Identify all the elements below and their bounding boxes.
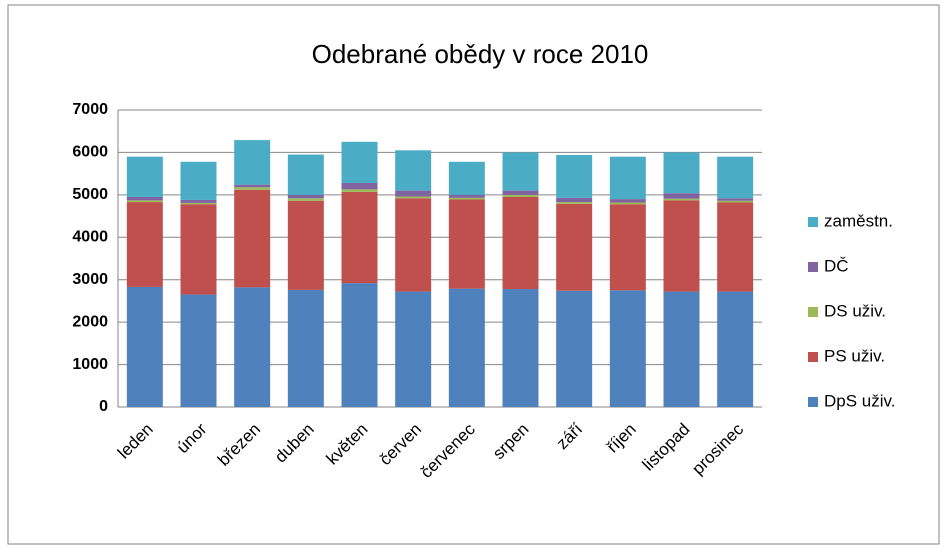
- legend-label: DpS uživ.: [824, 391, 896, 410]
- bar-segment: [663, 152, 700, 194]
- bar-segment: [502, 190, 539, 195]
- bar-segment: [663, 200, 700, 292]
- bar-segment: [556, 202, 593, 204]
- bar-segment: [180, 202, 217, 205]
- y-tick-label: 5000: [72, 186, 108, 203]
- bar-segment: [287, 194, 324, 199]
- bar-segment: [609, 202, 646, 205]
- bar-segment: [234, 187, 271, 190]
- legend-swatch: [808, 352, 818, 362]
- bar-segment: [234, 287, 271, 407]
- bar-segment: [126, 196, 163, 201]
- bar-segment: [556, 154, 593, 198]
- y-tick-label: 1000: [72, 356, 108, 373]
- bar-segment: [502, 196, 539, 290]
- bar-segment: [717, 156, 754, 199]
- y-tick-label: 7000: [72, 101, 108, 118]
- bar-segment: [126, 286, 163, 407]
- bar-segment: [180, 294, 217, 407]
- bar-segment: [126, 200, 163, 203]
- bar-segment: [448, 161, 485, 195]
- bar-segment: [287, 289, 324, 407]
- y-tick-label: 4000: [72, 229, 108, 246]
- bar-segment: [502, 194, 539, 197]
- bar-segment: [717, 200, 754, 203]
- bar-segment: [717, 291, 754, 407]
- bar-segment: [395, 196, 432, 199]
- bar-segment: [448, 197, 485, 200]
- legend-label: PS uživ.: [824, 346, 885, 365]
- legend-label: DS uživ.: [824, 301, 886, 320]
- y-tick-label: 0: [99, 398, 108, 415]
- bar-segment: [234, 140, 271, 185]
- bar-segment: [395, 150, 432, 191]
- y-tick-label: 6000: [72, 144, 108, 161]
- legend-label: DČ: [824, 256, 849, 275]
- bar-segment: [126, 156, 163, 197]
- bar-segment: [663, 193, 700, 199]
- bar-segment: [395, 198, 432, 292]
- bar-segment: [609, 204, 646, 291]
- bar-segment: [448, 199, 485, 289]
- bar-segment: [663, 291, 700, 407]
- bar-segment: [341, 191, 378, 284]
- bar-segment: [341, 141, 378, 183]
- bar-segment: [126, 202, 163, 287]
- bar-segment: [234, 184, 271, 188]
- bar-segment: [717, 202, 754, 292]
- bar-segment: [502, 289, 539, 407]
- bar-segment: [287, 200, 324, 290]
- legend-swatch: [808, 397, 818, 407]
- y-tick-label: 2000: [72, 313, 108, 330]
- bar-segment: [556, 290, 593, 407]
- bar-segment: [180, 161, 217, 200]
- bar-segment: [341, 189, 378, 192]
- bar-segment: [556, 197, 593, 203]
- bar-segment: [287, 198, 324, 201]
- bar-segment: [287, 154, 324, 195]
- bar-segment: [717, 198, 754, 201]
- y-tick-label: 3000: [72, 271, 108, 288]
- bar-segment: [234, 189, 271, 288]
- bar-segment: [448, 194, 485, 198]
- bar-segment: [609, 156, 646, 200]
- bar-segment: [341, 182, 378, 190]
- legend-swatch: [808, 262, 818, 272]
- bar-segment: [341, 283, 378, 407]
- bar-segment: [609, 199, 646, 203]
- bar-segment: [180, 204, 217, 295]
- legend-swatch: [808, 307, 818, 317]
- bar-segment: [395, 190, 432, 197]
- bar-segment: [556, 203, 593, 291]
- bar-segment: [502, 152, 539, 191]
- bar-segment: [395, 291, 432, 407]
- legend-swatch: [808, 217, 818, 227]
- bar-segment: [180, 199, 217, 203]
- bar-segment: [609, 290, 646, 407]
- chart-title: Odebrané obědy v roce 2010: [312, 39, 649, 69]
- legend-label: zaměstn.: [824, 211, 893, 230]
- bar-segment: [663, 198, 700, 201]
- bar-segment: [448, 288, 485, 407]
